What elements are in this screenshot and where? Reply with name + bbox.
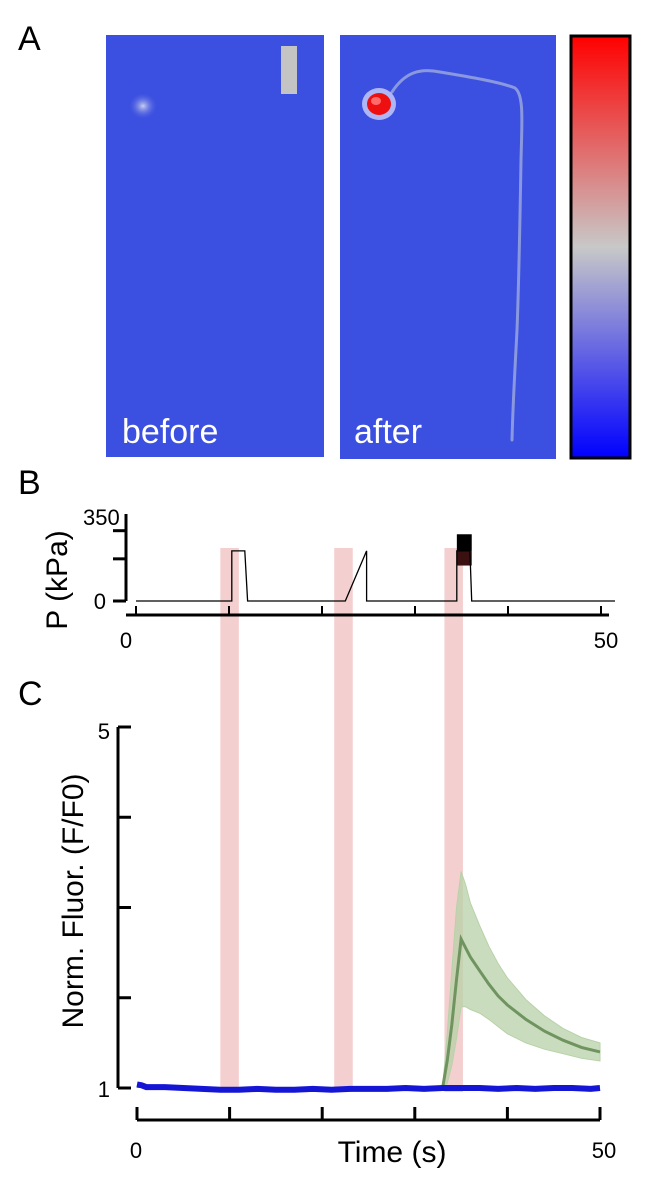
stimulus-interval-band xyxy=(220,548,239,1092)
pressure-ytick-max: 350 xyxy=(83,505,120,530)
caption-after: after xyxy=(354,413,422,451)
fluorescence-xtick-max: 50 xyxy=(592,1138,616,1163)
image-after: after xyxy=(340,35,556,459)
pressure-chart: P (kPa) 350 0 0 50 xyxy=(41,505,618,653)
cell-highlight-after xyxy=(371,97,381,105)
image-before: before xyxy=(106,35,324,457)
fluorescence-chart: Norm. Fluor. (F/F0) 5 1 0 50 Time (s) xyxy=(57,719,616,1169)
panel-label-a: A xyxy=(18,20,41,58)
pressure-ylabel: P (kPa) xyxy=(41,530,74,629)
fluorescence-ytick-max: 5 xyxy=(98,719,110,744)
fluorescence-xlabel: Time (s) xyxy=(338,1136,447,1169)
fluorescence-ytick-min: 1 xyxy=(98,1077,110,1102)
cell-body-before xyxy=(128,92,158,120)
fluorescence-ylabel: Norm. Fluor. (F/F0) xyxy=(57,773,90,1028)
pressure-xtick-max: 50 xyxy=(594,628,618,653)
blue-series-line xyxy=(136,1081,601,1093)
caption-before: before xyxy=(122,413,218,451)
pressure-trace xyxy=(136,550,615,602)
fluorescence-xtick-min: 0 xyxy=(130,1138,142,1163)
scale-bar xyxy=(281,46,297,94)
stimulus-interval-band xyxy=(334,548,353,1092)
pressure-ytick-min: 0 xyxy=(94,589,106,614)
root-hair-trace xyxy=(390,69,524,442)
panel-label-b: B xyxy=(18,464,41,502)
pressure-peak-band xyxy=(456,550,472,566)
pressure-xtick-min: 0 xyxy=(120,628,132,653)
panel-label-c: C xyxy=(18,675,43,713)
green-series-error-band xyxy=(441,871,601,1090)
pressure-peak-band xyxy=(456,534,472,551)
colorbar xyxy=(569,34,632,460)
